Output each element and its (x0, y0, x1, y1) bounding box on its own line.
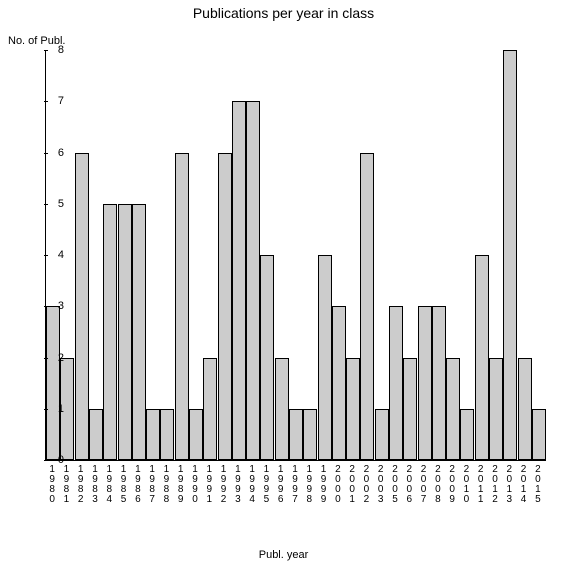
y-tick-mark (44, 306, 48, 307)
y-tick-mark (44, 204, 48, 205)
x-tick-label: 1 9 8 6 (133, 465, 143, 505)
bar (460, 409, 474, 460)
y-tick-mark (44, 153, 48, 154)
bar (389, 306, 403, 460)
bar (446, 358, 460, 461)
x-tick-label: 1 9 9 9 (319, 465, 329, 505)
x-tick-label: 2 0 1 4 (519, 465, 529, 505)
bar (46, 306, 60, 460)
x-tick-label: 2 0 1 0 (461, 465, 471, 505)
chart-container: Publications per year in class No. of Pu… (0, 0, 567, 567)
x-tick-label: 2 0 0 7 (419, 465, 429, 505)
bar (118, 204, 132, 460)
x-tick-label: 2 0 0 5 (390, 465, 400, 505)
x-tick-label: 2 0 0 3 (376, 465, 386, 505)
bar (132, 204, 146, 460)
x-tick-label: 1 9 8 1 (61, 465, 71, 505)
bar (189, 409, 203, 460)
x-tick-label: 2 0 0 8 (433, 465, 443, 505)
chart-title: Publications per year in class (0, 5, 567, 21)
x-tick-label: 1 9 8 7 (147, 465, 157, 505)
x-tick-label: 1 9 9 5 (261, 465, 271, 505)
x-tick-label: 2 0 0 0 (333, 465, 343, 505)
x-tick-label: 1 9 9 2 (219, 465, 229, 505)
bar (289, 409, 303, 460)
x-tick-label: 2 0 1 2 (490, 465, 500, 505)
y-tick-mark (44, 101, 48, 102)
x-tick-label: 1 9 8 4 (104, 465, 114, 505)
bar (303, 409, 317, 460)
x-tick-label: 2 0 0 2 (361, 465, 371, 505)
bar (203, 358, 217, 461)
bar (346, 358, 360, 461)
x-axis-label: Publ. year (0, 549, 567, 561)
y-tick-mark (44, 460, 48, 461)
x-tick-label: 1 9 8 9 (176, 465, 186, 505)
bar (160, 409, 174, 460)
bar (418, 306, 432, 460)
bar (260, 255, 274, 460)
x-tick-label: 2 0 0 9 (447, 465, 457, 505)
bar (275, 358, 289, 461)
x-tick-label: 1 9 8 2 (76, 465, 86, 505)
y-tick-mark (44, 50, 48, 51)
bar (246, 101, 260, 460)
bar (532, 409, 546, 460)
bar (518, 358, 532, 461)
x-tick-label: 1 9 8 5 (119, 465, 129, 505)
bar (360, 153, 374, 461)
x-tick-label: 1 9 9 6 (276, 465, 286, 505)
x-tick-label: 2 0 1 1 (476, 465, 486, 505)
x-tick-label: 1 9 8 8 (161, 465, 171, 505)
bar (89, 409, 103, 460)
y-tick-mark (44, 409, 48, 410)
x-tick-label: 1 9 9 0 (190, 465, 200, 505)
bar (218, 153, 232, 461)
bar (403, 358, 417, 461)
bar (146, 409, 160, 460)
x-tick-label: 2 0 1 5 (533, 465, 543, 505)
x-tick-label: 2 0 0 1 (347, 465, 357, 505)
bar (432, 306, 446, 460)
x-tick-label: 1 9 9 4 (247, 465, 257, 505)
x-tick-label: 1 9 9 7 (290, 465, 300, 505)
x-tick-label: 2 0 0 6 (404, 465, 414, 505)
y-tick-mark (44, 255, 48, 256)
x-tick-label: 1 9 8 3 (90, 465, 100, 505)
bar (503, 50, 517, 460)
x-tick-label: 1 9 8 0 (47, 465, 57, 505)
bar (175, 153, 189, 461)
bar (332, 306, 346, 460)
bar (232, 101, 246, 460)
bar (103, 204, 117, 460)
bar (475, 255, 489, 460)
x-tick-label: 1 9 9 8 (304, 465, 314, 505)
bar (75, 153, 89, 461)
bar (318, 255, 332, 460)
plot-area (45, 50, 546, 461)
x-tick-label: 1 9 9 3 (233, 465, 243, 505)
x-tick-label: 1 9 9 1 (204, 465, 214, 505)
y-tick-mark (44, 358, 48, 359)
x-tick-label: 2 0 1 3 (504, 465, 514, 505)
bar (375, 409, 389, 460)
bar (489, 358, 503, 461)
